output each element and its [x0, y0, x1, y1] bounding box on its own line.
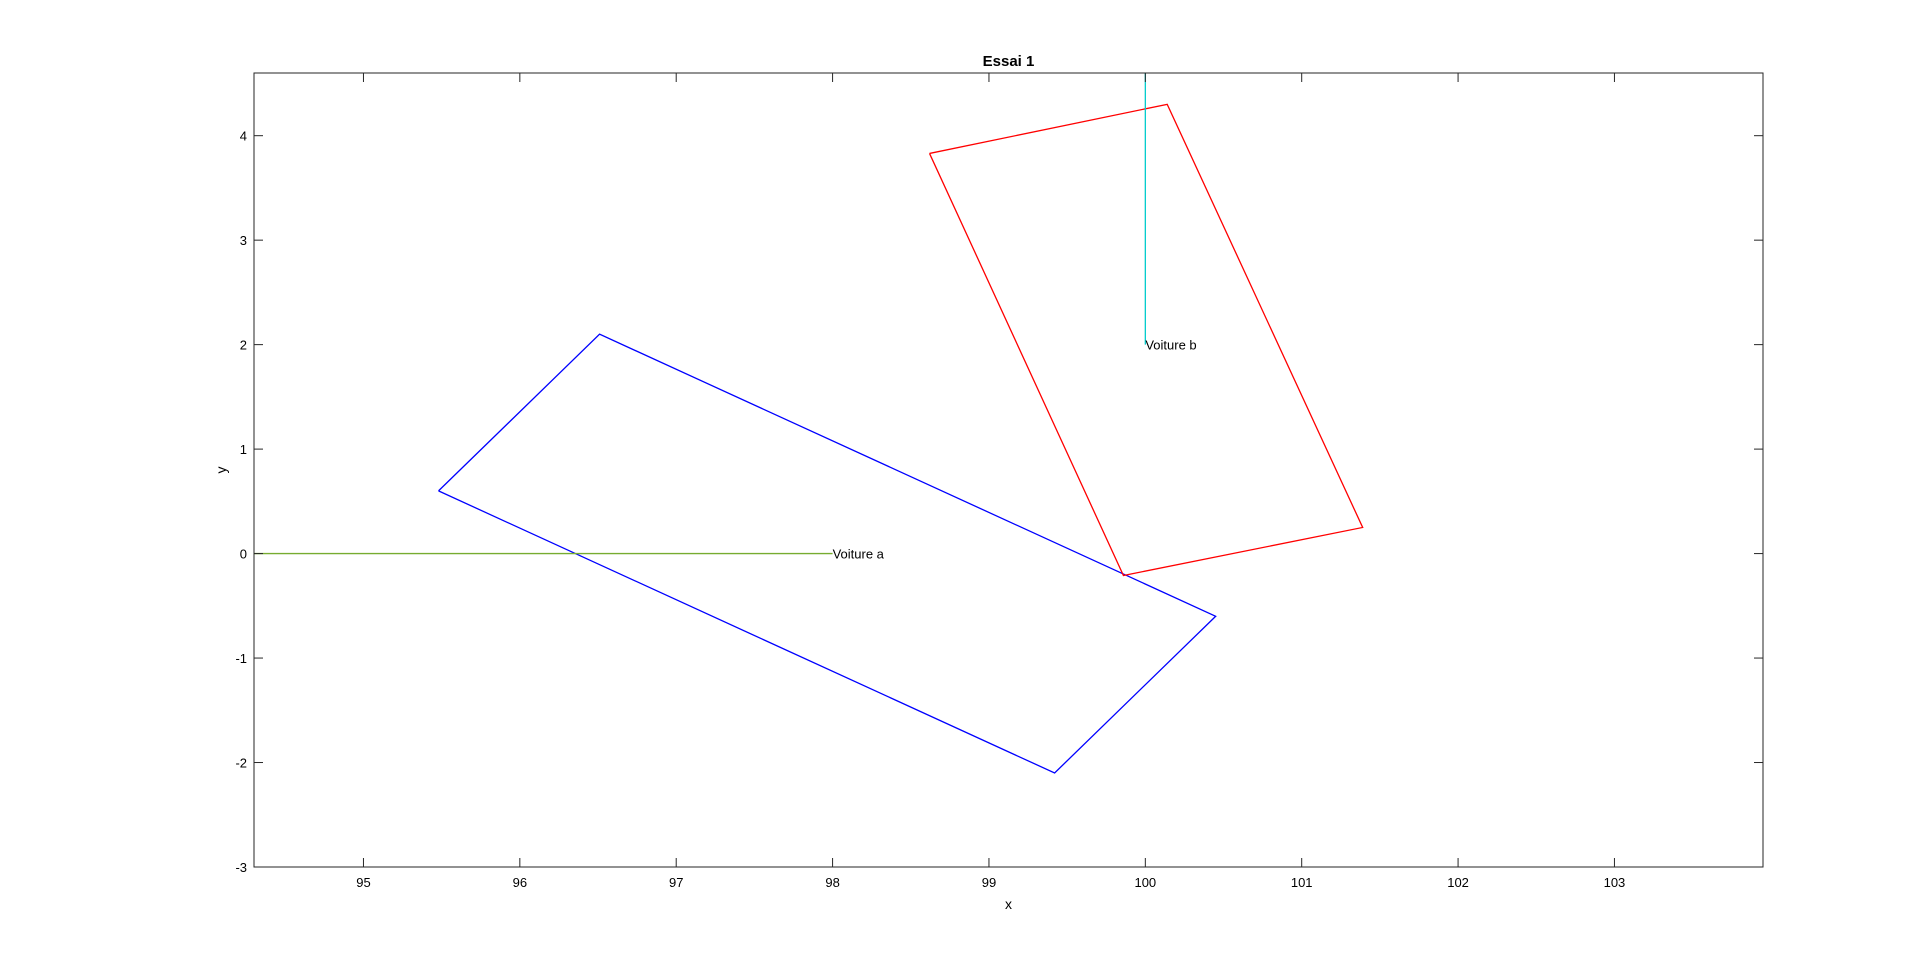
x-tick-label: 95 [356, 875, 370, 890]
axes-box [253, 72, 1764, 868]
series-line-2 [928, 103, 1364, 577]
x-tick-label: 97 [669, 875, 683, 890]
x-axis-label: x [1005, 896, 1012, 912]
y-tick-label: 0 [240, 547, 247, 562]
plot-area [254, 73, 1763, 867]
x-tick-label: 103 [1604, 875, 1626, 890]
y-tick-label: -1 [235, 651, 247, 666]
ticks-layer: 95 96 97 98 99 100 101 102 103 -3 -2 -1 0 1 2 3 4 [235, 73, 1763, 890]
annotation-layer: Voiture a Voiture b [833, 338, 1197, 562]
series-layer [254, 73, 1364, 774]
axes-layer [253, 72, 1764, 868]
annotation-label: Voiture a [833, 547, 885, 562]
x-tick-label: 98 [825, 875, 839, 890]
y-tick-label: -2 [235, 756, 247, 771]
x-tick-label: 96 [513, 875, 527, 890]
y-tick-label: 4 [240, 129, 247, 144]
chart-title: Essai 1 [983, 53, 1035, 70]
x-tick-label: 102 [1447, 875, 1469, 890]
x-tick-label: 100 [1134, 875, 1156, 890]
y-tick-label: 3 [240, 233, 247, 248]
y-tick-label: -3 [235, 860, 247, 875]
y-axis-label: y [213, 467, 229, 474]
series-line-1 [438, 333, 1217, 774]
y-tick-label: 1 [240, 442, 247, 457]
annotation-label: Voiture b [1145, 338, 1196, 353]
x-tick-label: 99 [982, 875, 996, 890]
y-tick-label: 2 [240, 338, 247, 353]
x-tick-label: 101 [1291, 875, 1313, 890]
